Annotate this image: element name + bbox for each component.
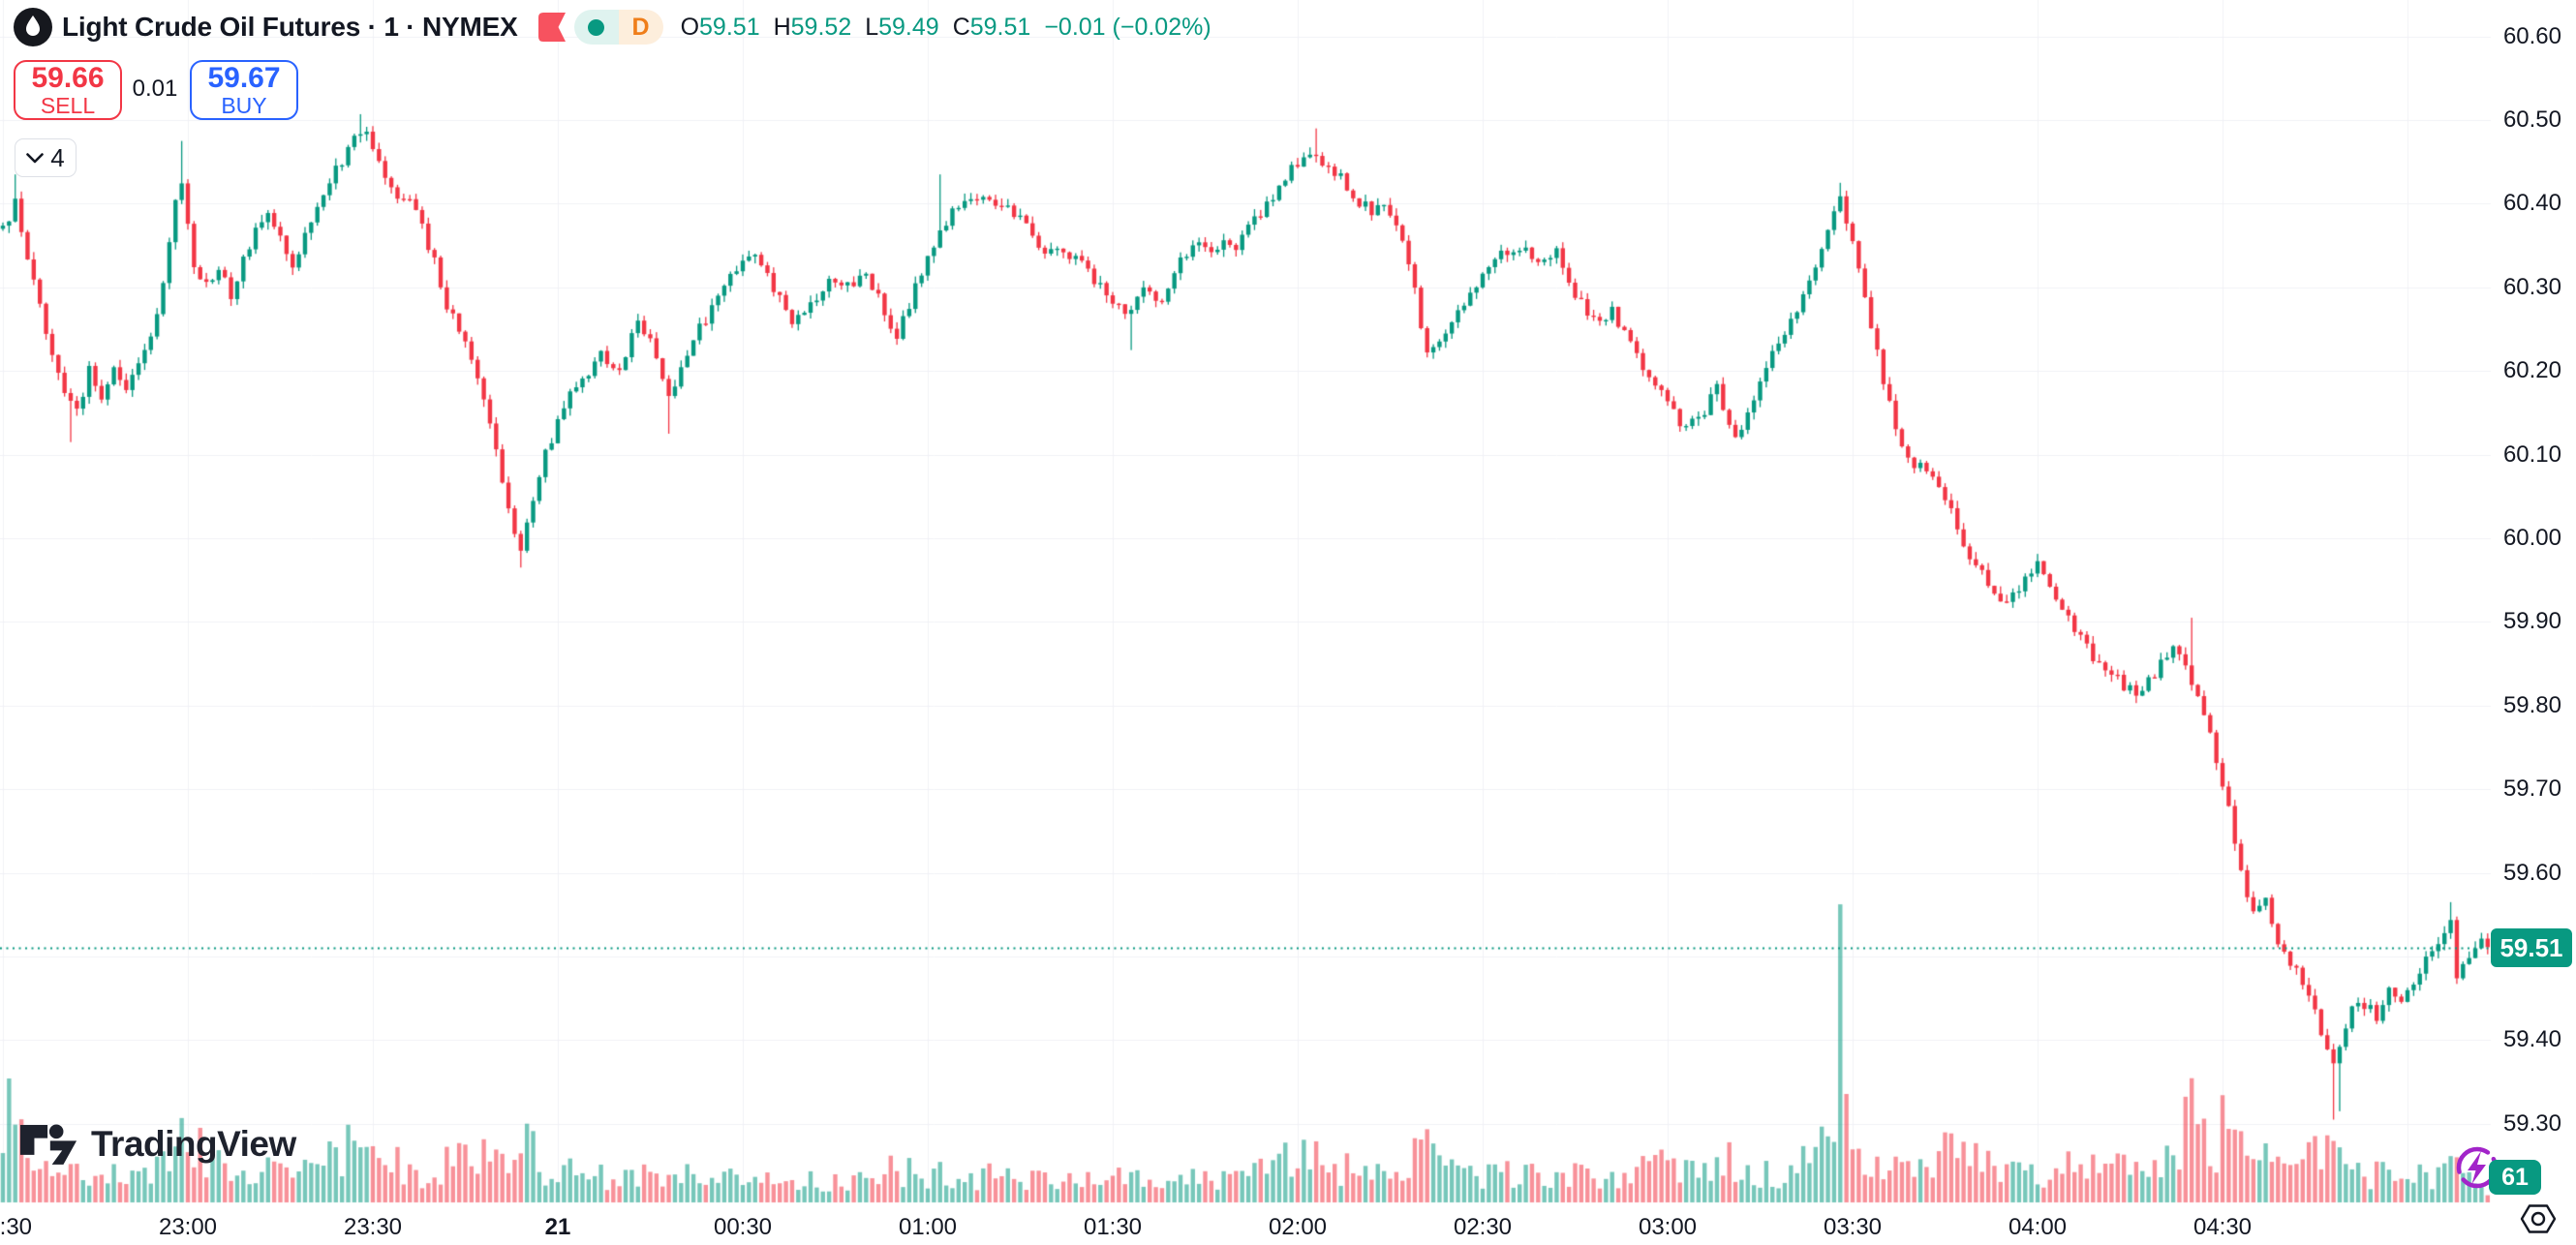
- price-axis-label: 60.00: [2502, 525, 2561, 551]
- time-axis-label: 04:00: [2008, 1214, 2068, 1240]
- ohlc-readout: O59.51 H59.52 L59.49 C59.51 −0.01 (−0.02…: [681, 14, 1211, 42]
- sell-price: 59.66: [31, 62, 105, 95]
- tradingview-logo[interactable]: TradingView: [19, 1123, 296, 1166]
- last-price-badge: 59.51: [2491, 928, 2572, 968]
- tradingview-mark-icon: [19, 1124, 77, 1165]
- symbol-title[interactable]: Light Crude Oil Futures · 1 · NYMEX: [62, 12, 518, 42]
- market-status-half: [573, 10, 619, 45]
- time-axis-label: 02:00: [1268, 1214, 1328, 1240]
- time-axis-label: 03:00: [1638, 1214, 1698, 1240]
- buy-button[interactable]: 59.67 BUY: [190, 60, 298, 120]
- daily-interval-label: D: [631, 13, 650, 41]
- spread-value: 0.01: [132, 76, 178, 102]
- flag-icon[interactable]: [537, 12, 567, 43]
- tradingview-wordmark: TradingView: [91, 1124, 296, 1164]
- price-axis-label: 60.40: [2502, 190, 2561, 217]
- market-open-dot-icon: [588, 18, 605, 36]
- interval-half: D: [618, 10, 663, 45]
- change-value: −0.01 (−0.02%): [1044, 13, 1211, 41]
- price-axis-label: 59.90: [2502, 608, 2561, 635]
- sell-button[interactable]: 59.66 SELL: [14, 60, 122, 120]
- price-axis[interactable]: 60.60 60.50 60.40 60.30 60.20 60.10 60.00 59.90…: [2450, 0, 2576, 1245]
- time-axis-label: 01:00: [898, 1214, 958, 1240]
- low-label: L: [865, 13, 879, 41]
- symbol-header: Light Crude Oil Futures · 1 · NYMEX D O5…: [14, 8, 1211, 46]
- buy-label: BUY: [221, 92, 267, 118]
- time-axis-label: 03:30: [1823, 1214, 1883, 1240]
- time-axis-label: 02:30: [1453, 1214, 1513, 1240]
- time-axis-label: 23:00: [158, 1214, 218, 1240]
- price-axis-label: 59.60: [2502, 859, 2561, 886]
- interval-dropdown[interactable]: 4: [15, 138, 77, 177]
- price-axis-label: 60.10: [2502, 440, 2561, 468]
- price-axis-label: 59.80: [2502, 691, 2561, 718]
- price-axis-label: 60.50: [2502, 106, 2561, 133]
- crude-oil-symbol-logo: [14, 8, 52, 46]
- time-axis-label: 01:30: [1083, 1214, 1143, 1240]
- time-axis-label: 21: [544, 1214, 571, 1240]
- price-axis-label: 59.70: [2502, 775, 2561, 803]
- time-axis-label: 04:30: [2193, 1214, 2253, 1240]
- price-axis-label: 60.60: [2502, 22, 2561, 49]
- interval-count: 4: [50, 142, 65, 172]
- price-axis-label: 60.30: [2502, 273, 2561, 300]
- time-axis-label: 00:30: [713, 1214, 773, 1240]
- price-axis-label: 59.40: [2502, 1026, 2561, 1053]
- price-axis-label: 60.20: [2502, 357, 2561, 384]
- market-status-pill[interactable]: D: [573, 10, 663, 45]
- chevron-down-icon: [26, 152, 45, 163]
- high-value: 59.52: [790, 13, 852, 41]
- time-axis-label: 22:30: [0, 1214, 33, 1240]
- high-label: H: [773, 13, 791, 41]
- time-axis[interactable]: 22:30 23:00 23:30 21 00:30 01:00 01:30 02:00 02:…: [0, 1200, 2576, 1245]
- open-label: O: [680, 13, 700, 41]
- volume-value-badge: 61: [2489, 1160, 2541, 1195]
- close-label: C: [952, 13, 970, 41]
- axis-settings-gear-icon[interactable]: [2519, 1202, 2558, 1235]
- close-value: 59.51: [969, 13, 1031, 41]
- time-axis-label: 23:30: [343, 1214, 403, 1240]
- buy-price: 59.67: [207, 62, 281, 95]
- sell-label: SELL: [40, 92, 96, 118]
- price-axis-label: 59.30: [2502, 1109, 2561, 1137]
- low-value: 59.49: [878, 13, 939, 41]
- open-value: 59.51: [699, 13, 760, 41]
